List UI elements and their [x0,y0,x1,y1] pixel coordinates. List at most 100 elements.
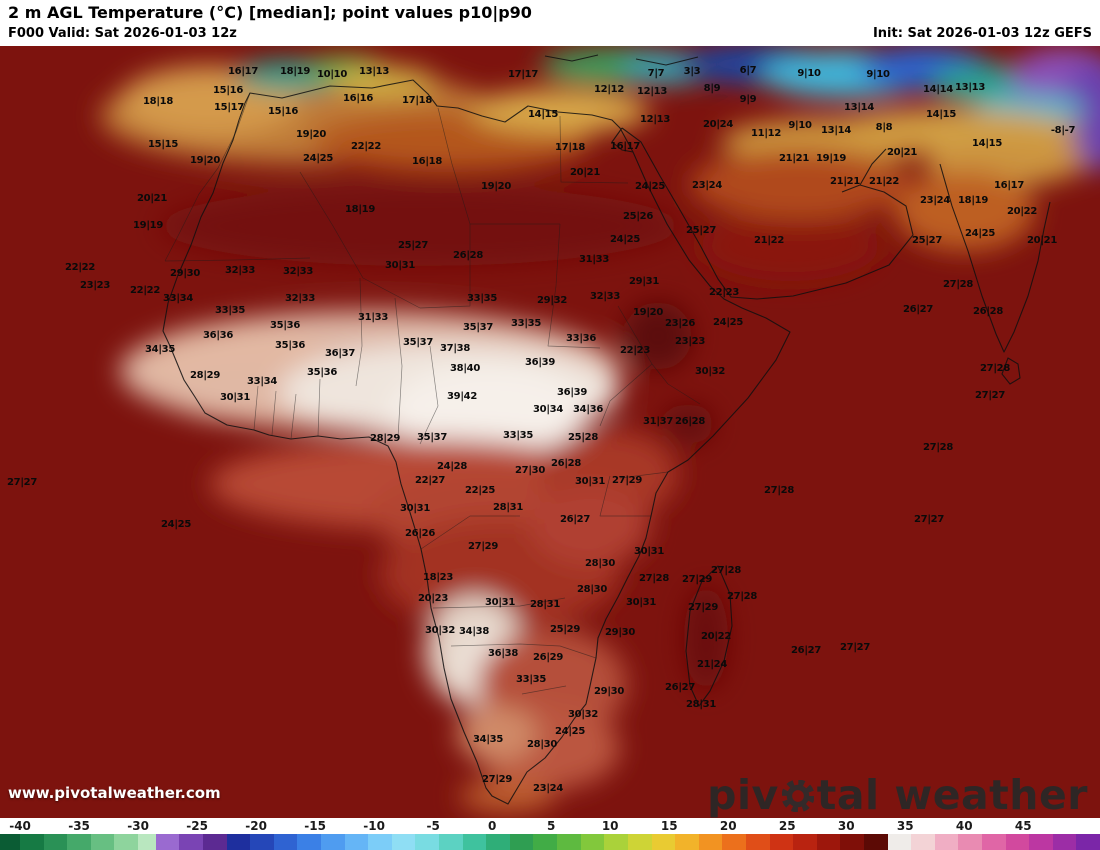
point-value-label: 3|3 [683,66,701,77]
point-value-label: 30|31 [400,503,430,514]
colorbar-tick-label: 20 [719,819,737,833]
point-value-label: 20|21 [570,167,600,178]
colorbar-tick-label: -10 [363,819,385,833]
colorbar-tick-label: 45 [1014,819,1032,833]
point-value-label: 24|28 [437,461,467,472]
colorbar-cell [769,834,794,850]
point-value-label: 34|36 [573,404,603,415]
point-value-label: 26|28 [675,416,705,427]
point-value-label: 33|35 [467,293,497,304]
point-value-label: 21|22 [869,176,899,187]
point-value-label: 20|22 [1007,206,1037,217]
map-title: 2 m AGL Temperature (°C) [median]; point… [8,3,532,22]
point-value-label: 13|13 [955,82,985,93]
pivotal-weather-logo: piv tal weather [707,775,1088,816]
colorbar-cell [793,834,818,850]
colorbar-cell [297,834,322,850]
point-value-label: 28|31 [493,502,523,513]
colorbar-cell [415,834,440,850]
point-value-label: 26|27 [791,645,821,656]
colorbar-cell [934,834,959,850]
point-value-label: 29|30 [605,627,635,638]
map-canvas: 16|17 18|19 10|10 13|13 17|17 7|7 3|3 6|7 9|10 9|… [0,46,1100,818]
colorbar-cell [651,834,676,850]
point-value-label: 27|29 [482,774,512,785]
point-value-label: 27|29 [468,541,498,552]
point-value-label: 35|36 [275,340,305,351]
point-value-label: 16|17 [228,66,258,77]
point-value-label: 25|26 [623,211,653,222]
point-value-label: 27|28 [764,485,794,496]
map-header: 2 m AGL Temperature (°C) [median]; point… [0,0,1100,46]
point-value-label: 26|27 [665,682,695,693]
point-value-label: 14|15 [528,109,558,120]
colorbar-cell [863,834,889,850]
point-value-label: 27|28 [980,363,1010,374]
point-value-label: 36|37 [325,348,355,359]
point-value-label: 32|33 [590,291,620,302]
point-value-label: 12|13 [637,86,667,97]
colorbar-cell [203,834,228,850]
colorbar-cell [114,834,139,850]
point-value-label: 13|13 [359,66,389,77]
colorbar-cell [533,834,558,850]
point-value-label: 17|18 [555,142,585,153]
point-value-label: 22|27 [415,475,445,486]
point-value-label: 33|35 [511,318,541,329]
point-value-label: 21|22 [754,235,784,246]
point-value-label: 26|27 [560,514,590,525]
point-value-label: 12|12 [594,84,624,95]
colorbar-cell [745,834,771,850]
point-value-label: 30|31 [385,260,415,271]
point-value-label: 25|27 [686,225,716,236]
point-value-label: 23|24 [692,180,722,191]
point-value-label: 38|40 [450,363,480,374]
country-borders [164,92,701,695]
point-value-label: 29|32 [537,295,567,306]
point-value-label: 35|37 [463,322,493,333]
colorbar-cell [138,834,157,850]
point-value-label: 18|19 [280,66,310,77]
point-value-label: 16|16 [343,93,373,104]
colorbar-tick-label: 40 [955,819,973,833]
point-value-label: 21|21 [779,153,809,164]
point-value-label: 35|36 [307,367,337,378]
point-value-label: 20|21 [1027,235,1057,246]
colorbar-cell [391,834,416,850]
colorbar-cell [90,834,115,850]
point-value-label: 13|14 [844,102,874,113]
colorbar-tick-label: 30 [837,819,855,833]
point-value-label: 27|29 [688,602,718,613]
point-value-label: 27|27 [975,390,1005,401]
point-value-label: 27|28 [923,442,953,453]
point-value-label: 23|24 [533,783,563,794]
colorbar-cell [1029,834,1054,850]
point-value-label: 24|25 [161,519,191,530]
point-value-label: 30|31 [575,476,605,487]
point-value-label: 9|10 [797,68,821,79]
colorbar-tick-label: 25 [778,819,796,833]
point-value-label: 32|33 [283,266,313,277]
colorbar-tick-label: -35 [68,819,90,833]
colorbar: -40 -35 -30 -25 -20 -15 -10 -5 0 5 10 15 20 25 30 35 40 4… [0,818,1100,850]
point-value-label: 26|28 [551,458,581,469]
point-value-label: 30|32 [568,709,598,720]
colorbar-cell [226,834,251,850]
colorbar-tick-label: -30 [127,819,149,833]
point-value-label: 33|34 [163,293,193,304]
colorbar-cell [0,834,21,850]
point-value-label: 19|19 [816,153,846,164]
logo-text-post: tal weather [816,771,1088,818]
colorbar-cell [816,834,841,850]
colorbar-tick-label: -5 [426,819,440,833]
point-value-label: 34|38 [459,626,489,637]
point-value-label: 33|35 [516,674,546,685]
point-value-label: 18|18 [143,96,173,107]
point-value-label: 30|31 [220,392,250,403]
point-value-label: 28|31 [686,699,716,710]
point-value-label: 16|17 [994,180,1024,191]
point-value-label: 26|28 [453,250,483,261]
point-value-label: 24|25 [610,234,640,245]
point-value-label: 23|24 [920,195,950,206]
